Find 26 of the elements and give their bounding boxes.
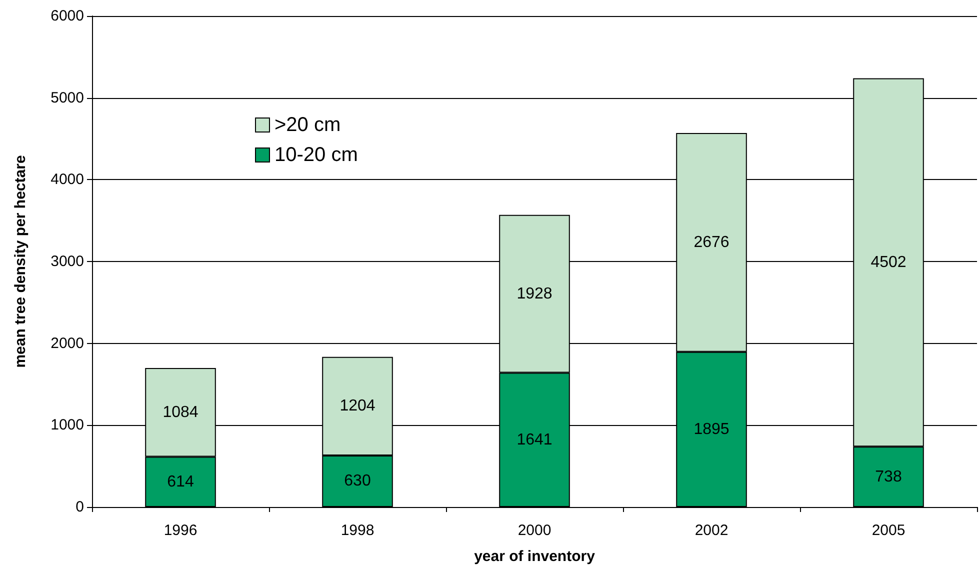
y-tick-label: 5000 (50, 89, 84, 106)
y-axis-title: mean tree density per hectare (12, 155, 29, 368)
y-tick-label: 3000 (50, 253, 84, 270)
legend-label: >20 cm (274, 114, 341, 136)
data-label: 630 (344, 472, 371, 490)
data-label: 1928 (516, 285, 552, 302)
y-tick-label: 0 (76, 498, 84, 516)
x-tick-label: 2005 (872, 522, 906, 539)
data-label: 738 (875, 468, 902, 486)
x-axis-title: year of inventory (474, 548, 596, 565)
data-label: 1084 (162, 404, 198, 421)
y-tick-label: 4000 (50, 171, 84, 188)
data-label: 2676 (694, 234, 730, 251)
x-tick-label: 1998 (340, 522, 374, 539)
x-tick-label: 2000 (518, 522, 552, 539)
y-tick-label: 2000 (50, 334, 84, 352)
y-tick-label: 1000 (50, 416, 84, 434)
data-label: 614 (167, 473, 194, 490)
legend-label: 10-20 cm (274, 144, 358, 166)
y-tick-label: 6000 (50, 8, 84, 24)
data-label: 1895 (694, 420, 730, 438)
data-label: 1641 (516, 431, 552, 448)
x-tick-label: 2002 (694, 522, 728, 539)
data-label: 1204 (340, 398, 376, 415)
data-label: 4502 (870, 254, 906, 271)
x-tick-label: 1996 (164, 522, 198, 539)
